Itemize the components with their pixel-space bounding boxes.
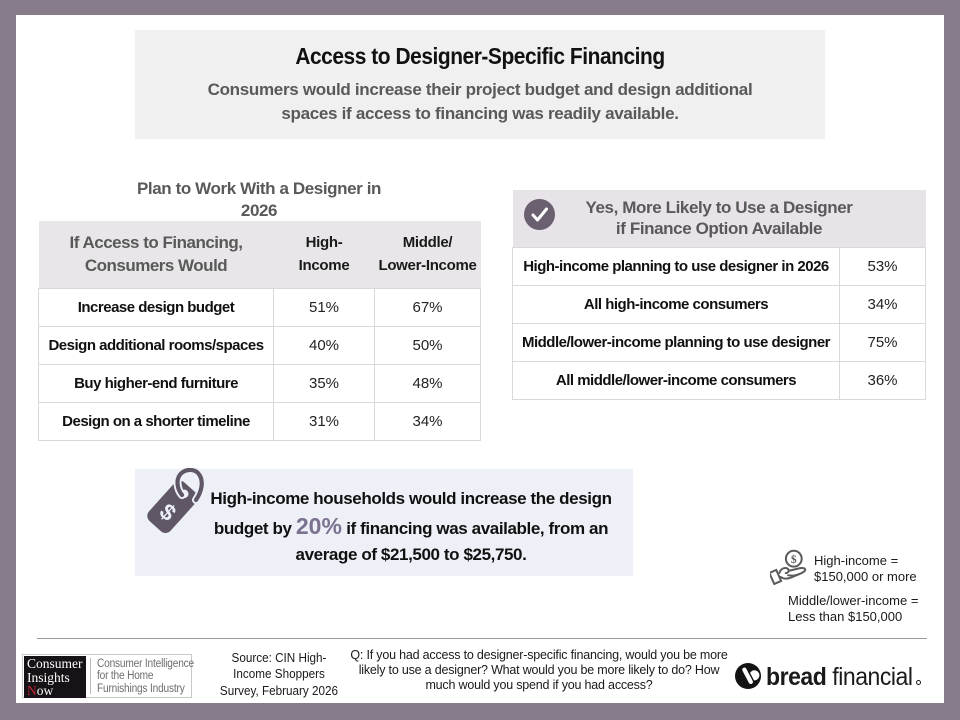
svg-text:$: $ [791, 553, 797, 566]
